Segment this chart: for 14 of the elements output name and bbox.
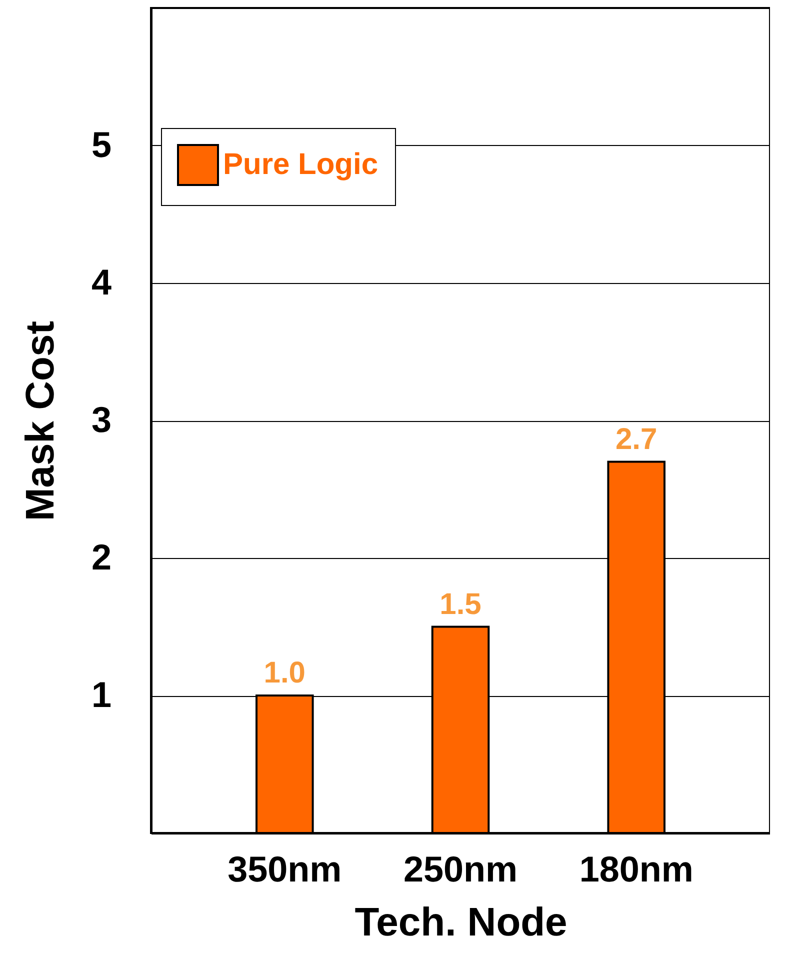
y-tick-label: 5 — [91, 124, 112, 165]
y-tick-label: 2 — [91, 536, 112, 578]
x-tick-label: 350nm — [228, 848, 342, 890]
y-tick-label: 4 — [91, 262, 112, 302]
y-axis-title: Mask Cost — [18, 320, 62, 522]
y-tick-label: 3 — [91, 399, 112, 440]
data-label: 2.7 — [615, 422, 658, 456]
x-tick-label: 180nm — [579, 848, 694, 890]
legend-label: Pure Logic — [223, 148, 378, 181]
x-tick-label: 250nm — [403, 848, 518, 890]
y-tick-label: 1 — [91, 674, 112, 715]
data-label: 1.5 — [440, 588, 482, 621]
data-label: 1.0 — [264, 656, 306, 690]
x-axis-title: Tech. Node — [354, 900, 568, 944]
